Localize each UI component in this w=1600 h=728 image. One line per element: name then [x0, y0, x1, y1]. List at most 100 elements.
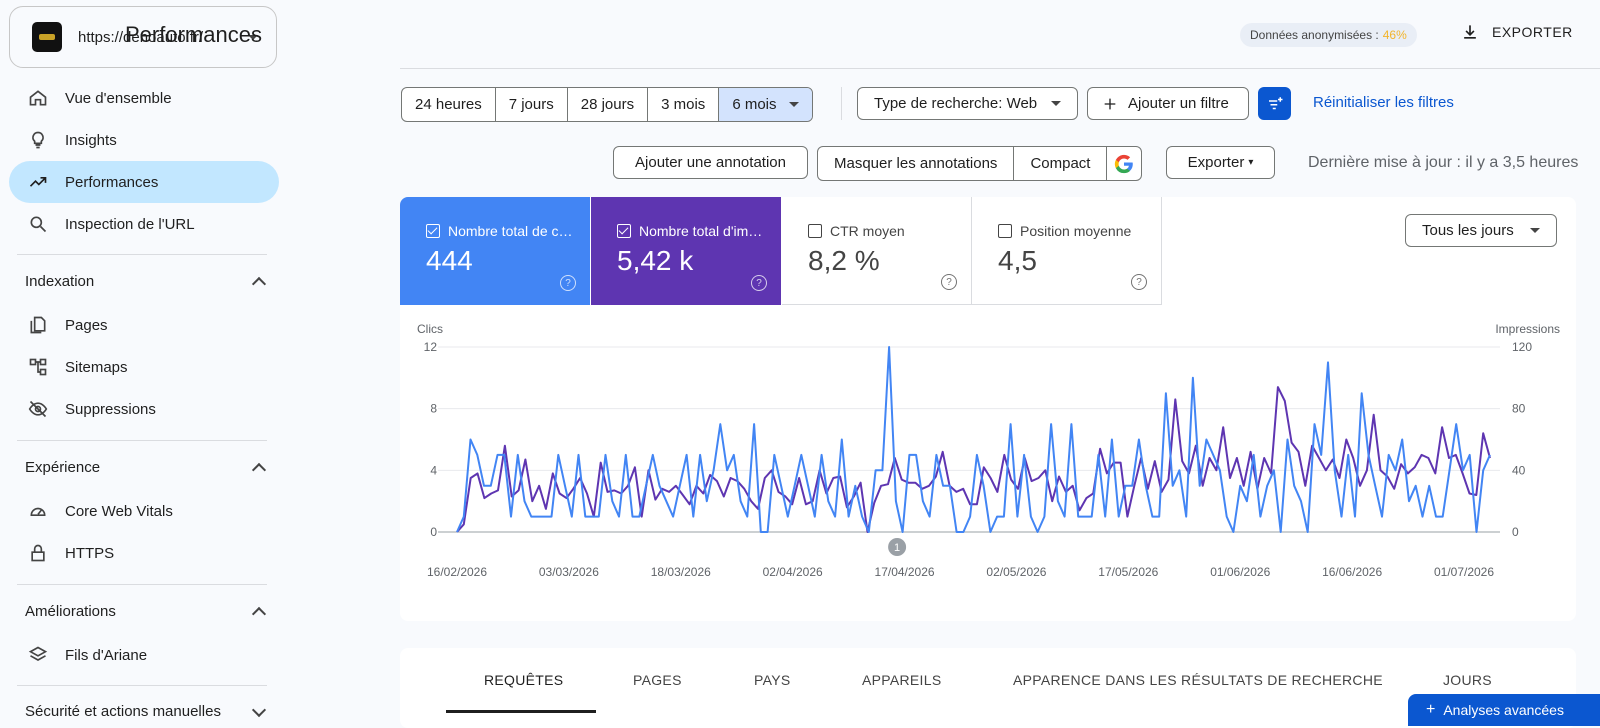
filter-divider — [841, 87, 842, 120]
tab-queries[interactable]: REQUÊTES — [484, 672, 564, 688]
date-range-selector: 24 heures 7 jours 28 jours 3 mois 6 mois — [401, 87, 813, 122]
caret-down-icon: ▾ — [1248, 157, 1254, 168]
left-axis-label: Clics — [417, 322, 443, 336]
checkbox-unchecked-icon[interactable] — [808, 224, 822, 238]
tab-devices[interactable]: APPAREILS — [862, 672, 942, 688]
advanced-analysis-button[interactable]: + Analyses avancées — [1408, 694, 1600, 726]
active-tab-indicator — [446, 710, 596, 713]
checkbox-checked-icon[interactable] — [426, 224, 440, 238]
sidebar-item-pages[interactable]: Pages — [9, 304, 279, 346]
section-experience[interactable]: Expérience — [25, 459, 270, 477]
gauge-icon — [27, 500, 49, 522]
right-tick-label: 120 — [1512, 340, 1532, 354]
google-logo-icon — [1115, 154, 1134, 173]
range-label: 24 heures — [415, 96, 482, 113]
filter-sparkle-icon — [1268, 96, 1282, 109]
x-tick-label: 01/07/2026 — [1434, 565, 1494, 579]
sidebar-item-label: Vue d'ensemble — [65, 89, 172, 107]
property-logo — [32, 22, 62, 52]
granularity-select[interactable]: Tous les jours — [1405, 214, 1557, 247]
help-icon[interactable]: ? — [941, 274, 957, 290]
x-tick-label: 16/02/2026 — [427, 565, 487, 579]
advanced-analysis-label: Analyses avancées — [1443, 702, 1564, 718]
tab-search-appearance[interactable]: APPARENCE DANS LES RÉSULTATS DE RECHERCH… — [1013, 672, 1383, 688]
x-tick-label: 02/05/2026 — [986, 565, 1046, 579]
range-7d[interactable]: 7 jours — [496, 88, 568, 121]
reset-filters-link[interactable]: Réinitialiser les filtres — [1313, 94, 1454, 111]
x-tick-label: 17/04/2026 — [875, 565, 935, 579]
checkbox-checked-icon[interactable] — [617, 224, 631, 238]
sidebar-item-label: Fils d'Ariane — [65, 646, 148, 664]
sidebar-item-core-web-vitals[interactable]: Core Web Vitals — [9, 490, 279, 532]
tab-days[interactable]: JOURS — [1443, 672, 1492, 688]
hide-annotations-label: Masquer les annotations — [834, 155, 998, 172]
sidebar-item-label: Insights — [65, 131, 117, 149]
metric-average-position[interactable]: Position moyenne 4,5 ? — [972, 197, 1162, 305]
sidebar-item-https[interactable]: HTTPS — [9, 532, 279, 574]
sidebar-item-label: Inspection de l'URL — [65, 215, 195, 233]
search-type-filter[interactable]: Type de recherche: Web — [857, 87, 1078, 120]
sidebar-item-overview[interactable]: Vue d'ensemble — [9, 77, 279, 119]
metric-total-impressions[interactable]: Nombre total d'im… 5,42 k ? — [591, 197, 781, 305]
metric-total-clicks[interactable]: Nombre total de c… 444 ? — [400, 197, 590, 305]
chevron-up-icon — [251, 276, 267, 291]
section-ameliorations[interactable]: Améliorations — [25, 603, 270, 621]
metric-value: 444 — [426, 245, 473, 276]
tab-countries[interactable]: PAYS — [754, 672, 791, 688]
granularity-label: Tous les jours — [1422, 222, 1514, 239]
annotation-marker-label: 1 — [894, 542, 900, 554]
section-title: Améliorations — [25, 603, 116, 620]
x-tick-label: 17/05/2026 — [1098, 565, 1158, 579]
header-divider — [400, 68, 1600, 69]
filter-settings-button[interactable] — [1258, 87, 1291, 120]
sidebar-item-label: HTTPS — [65, 544, 115, 562]
google-button[interactable] — [1107, 147, 1141, 180]
export-label: EXPORTER — [1492, 24, 1573, 40]
export-button[interactable]: EXPORTER — [1460, 22, 1573, 42]
range-3m[interactable]: 3 mois — [648, 88, 720, 121]
annotations-export-button[interactable]: Exporter ▾ — [1166, 146, 1275, 179]
section-title: Expérience — [25, 459, 101, 476]
section-security[interactable]: Sécurité et actions manuelles — [25, 702, 270, 720]
sidebar-item-url-inspection[interactable]: Inspection de l'URL — [9, 203, 279, 245]
sidebar-item-breadcrumbs[interactable]: Fils d'Ariane — [9, 634, 279, 676]
anonymized-data-badge: Données anonymisées : 46% — [1240, 23, 1417, 47]
checkbox-unchecked-icon[interactable] — [998, 224, 1012, 238]
add-filter-button[interactable]: Ajouter un filtre — [1087, 87, 1249, 120]
section-indexation[interactable]: Indexation — [25, 273, 270, 291]
add-annotation-button[interactable]: Ajouter une annotation — [613, 146, 808, 179]
property-selector[interactable]: https://denoauto.fr/ — [9, 6, 277, 68]
plus-icon — [1104, 98, 1116, 109]
x-tick-label: 18/03/2026 — [651, 565, 711, 579]
hide-annotations-button[interactable]: Masquer les annotations — [818, 147, 1015, 180]
export-label: Exporter — [1187, 154, 1245, 171]
range-label: 28 jours — [580, 96, 635, 113]
metric-average-ctr[interactable]: CTR moyen 8,2 % ? — [782, 197, 972, 305]
sidebar-item-performances[interactable]: Performances — [9, 161, 279, 203]
chevron-down-icon — [788, 102, 799, 107]
range-24h[interactable]: 24 heures — [402, 88, 496, 121]
eye-off-icon — [27, 398, 49, 420]
tab-pages[interactable]: PAGES — [633, 672, 682, 688]
divider — [17, 685, 267, 686]
sidebar-item-sitemaps[interactable]: Sitemaps — [9, 346, 279, 388]
divider — [17, 584, 267, 585]
range-label: 7 jours — [508, 96, 554, 113]
search-icon — [27, 213, 49, 235]
left-tick-label: 4 — [430, 463, 437, 477]
range-28d[interactable]: 28 jours — [568, 88, 649, 121]
help-icon[interactable]: ? — [751, 275, 767, 291]
right-tick-label: 40 — [1512, 463, 1526, 477]
help-icon[interactable]: ? — [560, 275, 576, 291]
compact-button[interactable]: Compact — [1014, 147, 1108, 180]
sidebar-item-label: Suppressions — [65, 400, 156, 418]
help-icon[interactable]: ? — [1131, 274, 1147, 290]
sidebar-item-label: Performances — [65, 173, 159, 191]
sidebar-item-removals[interactable]: Suppressions — [9, 388, 279, 430]
left-tick-label: 8 — [430, 402, 437, 416]
property-url: https://denoauto.fr/ — [78, 28, 204, 46]
sidebar-item-insights[interactable]: Insights — [9, 119, 279, 161]
metric-value: 4,5 — [998, 245, 1037, 276]
range-6m[interactable]: 6 mois — [719, 88, 812, 121]
